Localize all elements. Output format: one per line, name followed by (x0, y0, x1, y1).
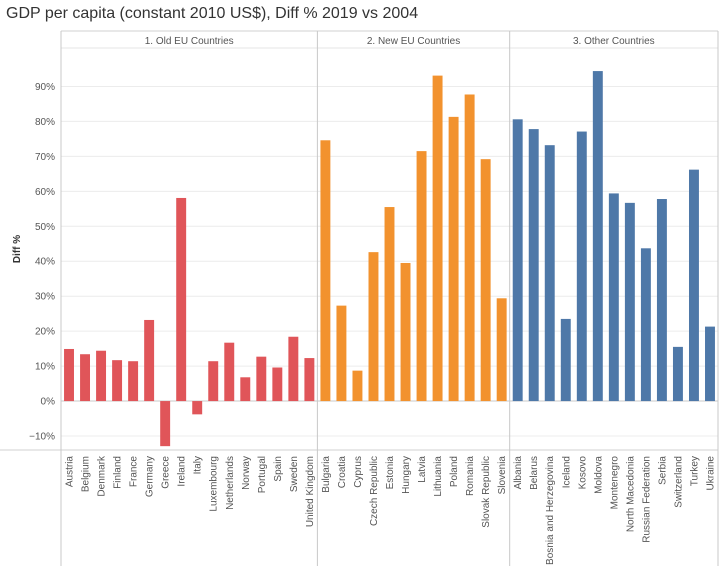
y-tick-label: 90% (35, 82, 55, 93)
category-label-estonia: Estonia (385, 456, 396, 490)
y-tick-label: 40% (35, 257, 55, 268)
y-tick-label: −10% (29, 432, 55, 443)
y-tick-label: 60% (35, 187, 55, 198)
panel-header-2-new-eu-countries: 2. New EU Countries (367, 36, 460, 47)
bar-serbia (656, 199, 667, 402)
category-label-russian-federation: Russian Federation (641, 456, 652, 543)
category-label-bulgaria: Bulgaria (321, 456, 332, 493)
category-label-latvia: Latvia (417, 456, 428, 483)
category-label-switzerland: Switzerland (673, 456, 684, 508)
bar-italy (192, 401, 203, 415)
bar-france (128, 361, 139, 402)
bar-portugal (256, 356, 267, 402)
category-label-portugal: Portugal (257, 456, 268, 493)
panel-header-3-other-countries: 3. Other Countries (573, 36, 655, 47)
category-label-hungary: Hungary (401, 456, 412, 494)
bar-bulgaria (320, 140, 331, 402)
bar-luxembourg (208, 361, 219, 402)
bar-kosovo (576, 131, 587, 402)
category-label-bosnia-and-herzegovina: Bosnia and Herzegovina (545, 456, 556, 565)
bar-spain (272, 367, 283, 402)
bar-poland (448, 116, 459, 402)
category-label-poland: Poland (449, 456, 460, 487)
category-label-austria: Austria (65, 456, 76, 488)
chart-title: GDP per capita (constant 2010 US$), Diff… (6, 5, 419, 22)
bar-croatia (336, 305, 347, 402)
category-label-germany: Germany (145, 456, 156, 497)
bar-netherlands (224, 342, 235, 402)
category-label-norway: Norway (241, 456, 252, 490)
category-label-france: France (129, 456, 140, 488)
category-label-czech-republic: Czech Republic (369, 456, 380, 526)
y-tick-label: 50% (35, 222, 55, 233)
y-axis-label: Diff % (12, 235, 23, 263)
category-label-italy: Italy (193, 456, 204, 474)
bar-ukraine (705, 326, 715, 402)
category-label-iceland: Iceland (561, 456, 572, 488)
category-label-romania: Romania (465, 456, 476, 496)
category-label-croatia: Croatia (337, 456, 348, 489)
category-label-denmark: Denmark (97, 455, 108, 497)
bar-slovenia (496, 298, 507, 402)
bar-north-macedonia (624, 202, 635, 402)
bar-hungary (400, 262, 411, 402)
category-label-lithuania: Lithuania (433, 456, 444, 497)
category-label-moldova: Moldova (593, 456, 604, 494)
category-label-netherlands: Netherlands (225, 456, 236, 510)
bar-greece (160, 401, 171, 447)
bar-sweden (288, 336, 299, 402)
bar-lithuania (432, 75, 443, 402)
bar-switzerland (672, 346, 683, 402)
bar-belgium (80, 354, 91, 402)
bar-turkey (688, 169, 699, 402)
category-label-slovenia: Slovenia (497, 456, 508, 495)
category-label-albania: Albania (513, 456, 524, 490)
bar-slovak-republic (480, 159, 491, 402)
category-label-belarus: Belarus (529, 456, 540, 490)
bar-estonia (384, 207, 395, 402)
category-label-kosovo: Kosovo (577, 456, 588, 490)
y-tick-label: 0% (41, 397, 56, 408)
y-tick-label: 30% (35, 292, 55, 303)
bar-russian-federation (640, 248, 651, 402)
bar-germany (144, 319, 155, 402)
bar-united-kingdom (304, 358, 315, 402)
bar-bosnia-and-herzegovina (544, 145, 555, 402)
category-label-turkey: Turkey (689, 456, 700, 486)
bar-denmark (96, 350, 107, 402)
category-label-belgium: Belgium (81, 456, 92, 492)
bar-finland (112, 360, 123, 402)
category-label-greece: Greece (161, 456, 172, 489)
category-label-montenegro: Montenegro (609, 456, 620, 510)
category-label-sweden: Sweden (289, 456, 300, 492)
y-tick-label: 70% (35, 152, 55, 163)
category-label-slovak-republic: Slovak Republic (481, 456, 492, 528)
bar-cyprus (352, 370, 363, 402)
bar-latvia (416, 151, 427, 402)
bar-moldova (592, 71, 603, 402)
category-label-finland: Finland (113, 456, 124, 489)
bar-romania (464, 94, 475, 402)
category-label-united-kingdom: United Kingdom (305, 456, 316, 527)
bar-albania (512, 119, 523, 402)
bar-montenegro (608, 193, 619, 402)
y-tick-label: 80% (35, 117, 55, 128)
category-label-spain: Spain (273, 456, 284, 482)
category-label-ukraine: Ukraine (705, 456, 716, 491)
bar-belarus (528, 129, 539, 402)
bar-ireland (176, 197, 187, 402)
panel-header-1-old-eu-countries: 1. Old EU Countries (145, 36, 234, 47)
bar-austria (64, 348, 74, 402)
y-tick-label: 20% (35, 327, 55, 338)
category-label-ireland: Ireland (177, 456, 188, 487)
bar-norway (240, 377, 251, 402)
bar-iceland (560, 318, 571, 402)
category-label-north-macedonia: North Macedonia (625, 456, 636, 533)
category-label-luxembourg: Luxembourg (209, 456, 220, 512)
bar-czech-republic (368, 252, 379, 402)
y-tick-label: 10% (35, 362, 55, 373)
category-label-serbia: Serbia (657, 456, 668, 485)
category-label-cyprus: Cyprus (353, 456, 364, 488)
